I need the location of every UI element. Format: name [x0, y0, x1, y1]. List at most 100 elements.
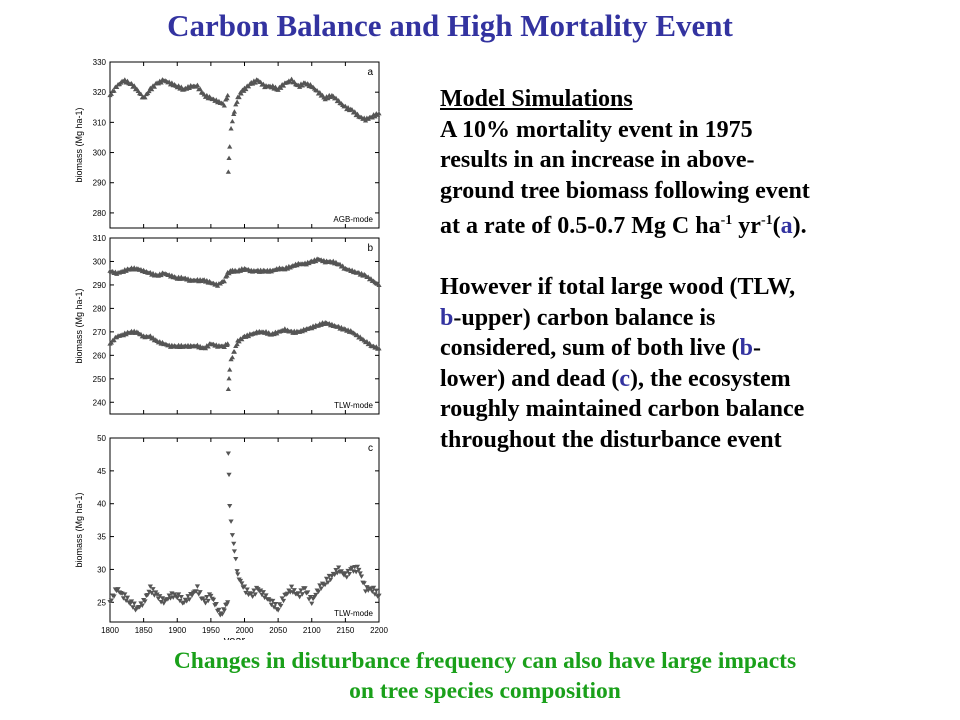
text-line: roughly maintained carbon balance [440, 396, 805, 423]
y-tick-label: 25 [97, 598, 106, 607]
x-tick-label: 2200 [370, 626, 388, 635]
data-point [258, 588, 264, 593]
data-point [138, 91, 144, 96]
data-point [233, 557, 239, 562]
data-point [364, 585, 370, 590]
x-axis-label: year [224, 635, 246, 640]
data-point [122, 592, 128, 597]
data-point [272, 601, 279, 607]
data-point [302, 586, 308, 591]
y-tick-label: 240 [93, 398, 107, 407]
data-point [270, 598, 276, 604]
data-point [224, 95, 230, 101]
data-point [166, 593, 172, 598]
data-point [376, 593, 382, 599]
data-point [205, 344, 211, 349]
data-point [356, 567, 362, 573]
data-point [280, 598, 287, 604]
figure-panels: 280 290 300 310 320 330 biomass (Mg ha-1) a AGB-… [68, 52, 388, 640]
data-point [307, 595, 314, 600]
data-point [315, 589, 322, 595]
text-fragment: lower) and dead ( [440, 365, 620, 392]
x-tick-label: 2050 [269, 626, 287, 635]
data-point [260, 590, 266, 595]
data-point [252, 592, 258, 597]
y-tick-label: 45 [97, 467, 106, 476]
data-point [342, 571, 348, 576]
data-point [131, 601, 137, 606]
data-point [225, 451, 231, 456]
panel-ref-b: b [739, 335, 753, 362]
data-point [227, 503, 233, 509]
data-point [124, 595, 131, 601]
text-fragment: - [752, 335, 761, 362]
text-fragment: at a rate of 0.5-0.7 Mg C ha [440, 213, 721, 240]
data-point [297, 84, 303, 89]
text-fragment: yr [732, 213, 761, 240]
data-point [158, 80, 164, 85]
data-point [165, 597, 171, 602]
data-point [215, 283, 221, 288]
data-point [224, 273, 230, 278]
data-point [221, 278, 227, 284]
data-point [228, 126, 234, 131]
data-point [346, 572, 353, 577]
y-tick-label: 320 [93, 88, 107, 97]
data-point [115, 587, 121, 592]
data-point [252, 80, 258, 85]
data-point [204, 595, 210, 600]
panel-ref-b: b [440, 304, 454, 331]
data-point [251, 588, 257, 593]
y-tick-label: 30 [97, 565, 106, 574]
data-point [146, 88, 152, 94]
data-point [268, 602, 274, 608]
data-point [305, 590, 311, 595]
data-point [225, 386, 231, 392]
data-point [279, 596, 285, 601]
data-point [368, 587, 374, 592]
data-point [149, 591, 155, 596]
y-tick-label: 40 [97, 500, 106, 509]
data-point [288, 584, 295, 590]
data-point [323, 576, 330, 582]
data-point [231, 109, 238, 114]
data-point [216, 607, 222, 613]
data-point [358, 574, 365, 579]
data-point [120, 596, 127, 601]
data-point [372, 592, 378, 597]
data-point [227, 367, 233, 372]
data-point [225, 600, 231, 605]
data-point [108, 91, 114, 96]
text-line: considered, sum of both live (b- [440, 333, 950, 364]
data-point [376, 282, 382, 288]
superscript: -1 [760, 213, 773, 229]
data-point [233, 101, 239, 107]
panel-ref-a: a [780, 213, 793, 240]
y-tick-label: 300 [93, 149, 107, 158]
data-point [227, 144, 233, 149]
data-point [241, 584, 248, 589]
data-point [313, 592, 319, 598]
text-fragment: ). [792, 213, 807, 240]
text-fragment: considered, sum of both live ( [440, 335, 740, 362]
data-point [318, 586, 324, 591]
data-point [245, 83, 252, 89]
footer-note: Changes in disturbance frequency can als… [0, 646, 960, 706]
data-point [231, 549, 238, 554]
data-point [229, 118, 235, 124]
data-point [184, 599, 190, 604]
data-point [231, 541, 237, 547]
data-point [297, 594, 303, 600]
data-point [229, 354, 235, 360]
data-point [194, 584, 201, 589]
data-point [299, 592, 305, 597]
data-point [111, 88, 117, 93]
data-point [336, 565, 342, 570]
y-tick-label: 310 [93, 118, 107, 127]
data-point [221, 103, 227, 108]
data-point [295, 591, 301, 596]
data-point [369, 115, 375, 120]
data-point [352, 109, 358, 114]
data-point [309, 601, 315, 606]
data-point [136, 605, 143, 610]
